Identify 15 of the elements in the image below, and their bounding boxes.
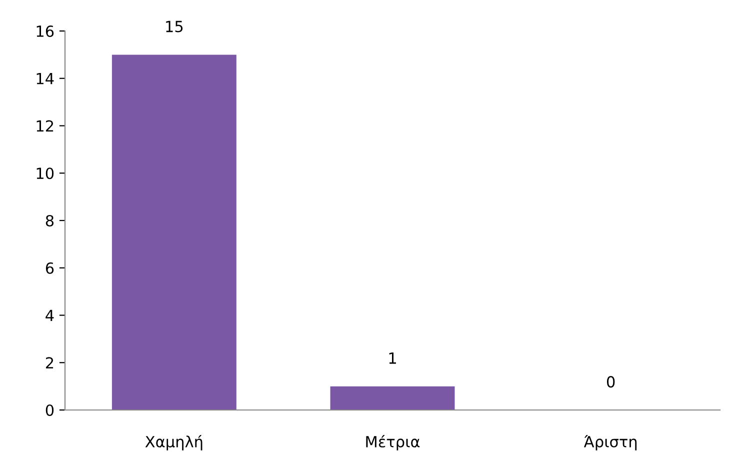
y-tick-label: 0 (46, 404, 54, 416)
x-tick-label: Μέτρια (366, 435, 420, 450)
x-tick-label: Άριστη (584, 435, 637, 450)
y-tick-label: 2 (46, 357, 54, 368)
data-label: 1 (389, 352, 396, 364)
data-label: 0 (606, 376, 615, 388)
y-tick-label: 16 (36, 25, 54, 38)
y-tick-label: 12 (36, 120, 54, 132)
y-tick-label: 8 (46, 214, 54, 227)
y-tick-label: 10 (36, 168, 54, 180)
data-label: 15 (166, 20, 183, 32)
y-tick-label: 14 (36, 73, 54, 84)
y-tick-label: 4 (46, 310, 54, 322)
y-tick-label: 6 (46, 262, 54, 274)
x-tick-label: Χαμηλή (145, 435, 202, 450)
